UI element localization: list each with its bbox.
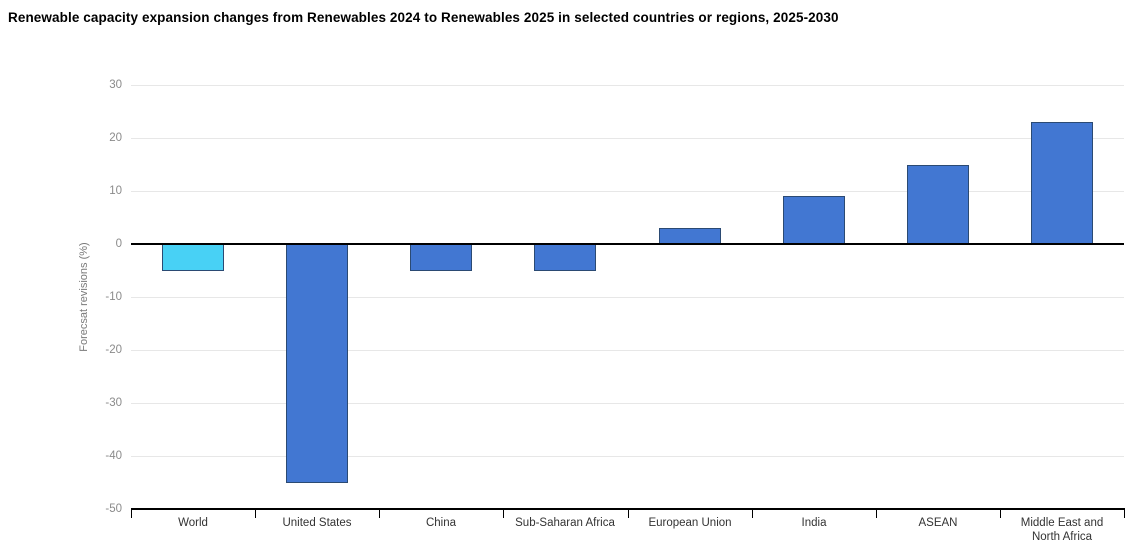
- y-tick-label: -50: [105, 503, 122, 515]
- category-label: Middle East and North Africa: [1020, 517, 1104, 543]
- y-tick-label: 20: [109, 132, 122, 144]
- chart-title: Renewable capacity expansion changes fro…: [8, 10, 839, 25]
- category-label: United States: [282, 517, 352, 529]
- category-label: China: [425, 517, 457, 529]
- axis-tick: [1000, 509, 1001, 518]
- y-tick-label: 0: [115, 238, 122, 250]
- category-label: ASEAN: [918, 517, 958, 529]
- gridline: [131, 138, 1124, 139]
- y-tick-label: -40: [105, 450, 122, 462]
- bar: [907, 165, 969, 245]
- axis-tick: [503, 509, 504, 518]
- y-tick-label: -20: [105, 344, 122, 356]
- category-label: India: [801, 517, 827, 529]
- gridline: [131, 350, 1124, 351]
- bar: [286, 244, 348, 483]
- gridline: [131, 191, 1124, 192]
- gridline: [131, 456, 1124, 457]
- y-tick-label: -10: [105, 291, 122, 303]
- y-tick-label: -30: [105, 397, 122, 409]
- zero-line: [131, 243, 1124, 245]
- y-tick-label: 30: [109, 79, 122, 91]
- axis-tick: [876, 509, 877, 518]
- axis-tick: [255, 509, 256, 518]
- axis-tick: [379, 509, 380, 518]
- bar: [783, 196, 845, 244]
- bar: [162, 244, 224, 271]
- axis-tick: [628, 509, 629, 518]
- gridline: [131, 297, 1124, 298]
- axis-tick: [752, 509, 753, 518]
- y-tick-label: 10: [109, 185, 122, 197]
- axis-tick: [131, 509, 132, 518]
- axis-tick: [1124, 509, 1125, 518]
- category-label: World: [178, 517, 208, 529]
- gridline: [131, 85, 1124, 86]
- category-label: European Union: [648, 517, 732, 529]
- bar: [534, 244, 596, 271]
- gridline: [131, 403, 1124, 404]
- category-label: Sub-Saharan Africa: [515, 517, 615, 529]
